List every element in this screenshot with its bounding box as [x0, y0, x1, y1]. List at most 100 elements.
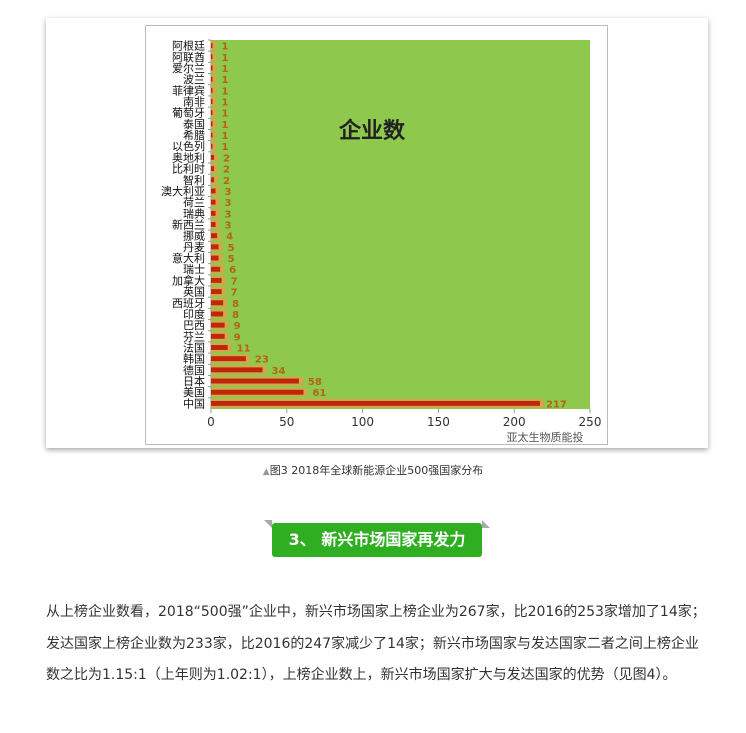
bar-band [211, 164, 219, 174]
bar-葡萄牙 [211, 110, 213, 116]
bar-巴西 [211, 322, 225, 328]
category-label: 以色列 [172, 139, 205, 153]
category-label: 日本 [183, 374, 205, 388]
ribbon-fold-left [264, 520, 272, 528]
data-label: 1 [222, 131, 229, 142]
category-label: 泰国 [183, 117, 205, 131]
category-label: 瑞士 [183, 262, 205, 276]
bar-意大利 [211, 255, 219, 261]
data-label: 1 [222, 75, 229, 86]
data-label: 8 [232, 310, 239, 321]
data-label: 6 [229, 265, 236, 276]
bar-荷兰 [211, 199, 216, 205]
category-label: 波兰 [183, 73, 205, 86]
data-label: 4 [226, 232, 233, 243]
bar-美国 [211, 389, 304, 395]
category-label: 爱尔兰 [172, 62, 205, 75]
bar-band [211, 119, 217, 129]
ribbon-fold-right [482, 520, 490, 528]
data-label: 217 [546, 399, 567, 410]
caption-text: 图3 2018年全球新能源企业500强国家分布 [269, 464, 484, 477]
data-label: 11 [237, 344, 251, 355]
category-label: 芬兰 [183, 330, 205, 343]
bar-日本 [211, 378, 299, 384]
bar-澳大利亚 [211, 188, 216, 194]
bar-阿根廷 [211, 43, 213, 49]
data-label: 23 [255, 355, 269, 366]
category-label: 印度 [183, 307, 205, 321]
category-label: 智利 [183, 173, 205, 187]
category-label: 新西兰 [172, 218, 205, 232]
bar-以色列 [211, 143, 213, 149]
data-label: 8 [232, 299, 239, 310]
data-label: 3 [225, 198, 232, 209]
x-tick-label: 250 [579, 415, 602, 429]
x-tick-label: 100 [351, 415, 374, 429]
data-label: 3 [225, 187, 232, 198]
bar-band [211, 52, 217, 62]
plot-area [211, 40, 590, 409]
category-label: 瑞典 [183, 206, 205, 220]
bar-band [211, 152, 219, 162]
bar-泰国 [211, 121, 213, 127]
x-tick-label: 50 [279, 415, 294, 429]
body-paragraph: 从上榜企业数看，2018“500强”企业中，新兴市场国家上榜企业为267家，比2… [46, 604, 706, 683]
bar-丹麦 [211, 244, 219, 250]
data-label: 1 [222, 86, 229, 97]
data-label: 7 [231, 276, 238, 287]
data-label: 1 [222, 109, 229, 120]
section-heading: 3、 新兴市场国家再发力 [272, 523, 482, 557]
bar-印度 [211, 311, 224, 317]
category-label: 英国 [183, 285, 205, 299]
data-label: 3 [225, 209, 232, 220]
bar-爱尔兰 [211, 65, 213, 71]
bar-瑞典 [211, 210, 216, 216]
category-label: 挪威 [183, 229, 205, 243]
data-label: 1 [222, 42, 229, 53]
bar-band [211, 141, 217, 151]
data-label: 5 [228, 254, 235, 265]
category-label: 丹麦 [183, 241, 205, 254]
data-label: 3 [225, 221, 232, 232]
data-label: 7 [231, 288, 238, 299]
category-label: 葡萄牙 [172, 107, 205, 120]
bar-chart: 1 阿根廷 1 阿联酋 1 爱尔兰 1 波兰 1 菲律宾 1 南非 1 葡萄牙 1 泰国 1 希腊 1 以色列 2 奥地利… [161, 39, 602, 444]
bar-南非 [211, 99, 213, 104]
bar-奥地利 [211, 154, 215, 160]
category-label: 澳大利亚 [161, 184, 205, 198]
data-label: 1 [222, 53, 229, 64]
bar-西班牙 [211, 300, 224, 306]
data-label: 58 [308, 377, 322, 388]
bar-加拿大 [211, 277, 222, 283]
bar-法国 [211, 345, 228, 350]
category-label: 加拿大 [172, 273, 205, 287]
bar-阿联酋 [211, 54, 213, 60]
category-label: 美国 [183, 386, 205, 399]
x-tick-label: 150 [427, 415, 450, 429]
category-label: 意大利 [172, 251, 205, 265]
bar-band [211, 85, 217, 95]
bar-band [211, 175, 219, 185]
data-label: 1 [222, 142, 229, 153]
bar-新西兰 [211, 222, 216, 227]
category-label: 比利时 [172, 163, 205, 176]
category-label: 希腊 [183, 128, 205, 142]
bar-band [211, 63, 217, 73]
chart-title: 企业数 [338, 118, 406, 144]
bar-英国 [211, 289, 222, 295]
bar-band [211, 97, 217, 106]
bar-德国 [211, 367, 263, 373]
watermark: 亚太生物质能投 [507, 430, 584, 444]
data-label: 9 [234, 321, 241, 332]
bar-比利时 [211, 166, 215, 172]
bar-智利 [211, 177, 215, 183]
bar-中国 [211, 400, 540, 406]
data-label: 2 [223, 176, 230, 187]
bar-band [211, 130, 217, 140]
category-label: 南非 [183, 96, 205, 109]
bar-韩国 [211, 356, 246, 362]
category-label: 韩国 [183, 352, 205, 366]
data-label: 2 [223, 165, 230, 176]
bar-挪威 [211, 233, 218, 239]
category-label: 菲律宾 [172, 83, 205, 97]
